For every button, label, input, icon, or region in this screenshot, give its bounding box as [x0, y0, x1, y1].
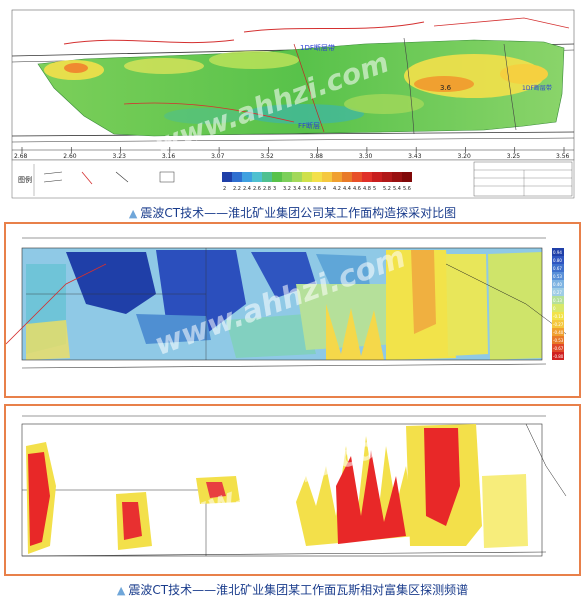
fault-label-upper: 1DF断层带 — [300, 43, 335, 52]
color-bar-label: -0.13 — [553, 314, 564, 319]
scale-swatch — [372, 172, 382, 182]
scale-swatch — [232, 172, 242, 182]
figure-ct-tomography: 0.94 0.80 0.67 0.53 0.40 0.27 0.13 0 -0.13 -0.27 -… — [4, 222, 581, 398]
scale-swatch — [352, 172, 362, 182]
scale-swatch — [292, 172, 302, 182]
scale-label: 4.4 — [343, 186, 351, 192]
scale-swatch — [242, 172, 252, 182]
axis-labels-row: 2.68 2.60 3.23 3.16 3.07 3.52 3.88 3.30 3.43 3.20… — [14, 147, 570, 160]
scale-swatch — [222, 172, 232, 182]
scale-swatch — [392, 172, 402, 182]
scale-swatch — [312, 172, 322, 182]
color-bar-label: 0.67 — [553, 266, 562, 271]
color-bar-swatch — [552, 328, 564, 336]
scale-swatch — [282, 172, 292, 182]
caption-figure-3: ▲ 震波CT技术——淮北矿业集团某工作面瓦斯相对富集区探测频谱 — [116, 583, 469, 597]
scale-label: 5 — [373, 186, 376, 192]
scale-label: 2 — [223, 186, 226, 192]
scale-label: 5.2 — [383, 186, 391, 192]
triangle-icon: ▲ — [128, 207, 138, 220]
color-bar-label: 0.13 — [553, 298, 562, 303]
color-bar-label: 0.80 — [553, 258, 562, 263]
color-bar-swatch — [552, 304, 564, 312]
fault-label-lower: FF断层 — [298, 121, 320, 130]
scale-label: 3 — [273, 186, 276, 192]
axis-label: 3.30 — [359, 153, 373, 160]
axis-label: 2.60 — [63, 153, 77, 160]
color-bar-label: -0.53 — [553, 338, 564, 343]
color-bar-swatch — [552, 312, 564, 320]
color-bar-swatch — [552, 352, 564, 360]
axis-label: 3.20 — [457, 153, 471, 160]
scale-swatch — [322, 172, 332, 182]
gas-spectrum-svg — [6, 406, 579, 574]
scale-label: 2.8 — [263, 186, 271, 192]
caption-figure-1: ▲ 震波CT技术——淮北矿业集团公司某工作面构造探采对比图 — [128, 206, 457, 220]
scale-swatch — [332, 172, 342, 182]
axis-label: 3.88 — [310, 153, 324, 160]
color-bar-swatch — [552, 256, 564, 264]
figure-structure-map: 1DF断层带 FF断层 3.6 1DF断层带 2.68 2.60 3.23 3.16 3… — [4, 4, 581, 200]
axis-label: 3.43 — [408, 153, 422, 160]
structure-map-svg: 1DF断层带 FF断层 3.6 1DF断层带 2.68 2.60 3.23 3.16 3… — [11, 9, 575, 199]
scale-label: 3.2 — [283, 186, 291, 192]
ct-tomography-svg: 0.94 0.80 0.67 0.53 0.40 0.27 0.13 0 -0.13 -0.27 -… — [5, 224, 579, 396]
color-bar-label: 0.53 — [553, 274, 562, 279]
color-bar-swatch — [552, 320, 564, 328]
color-bar-swatch — [552, 248, 564, 256]
scale-swatch — [252, 172, 262, 182]
ct-color-bar: 0.94 0.80 0.67 0.53 0.40 0.27 0.13 0 -0.13 -0.27 -… — [552, 248, 564, 360]
scale-swatch — [342, 172, 352, 182]
legend-title: 图例 — [18, 175, 32, 184]
scale-label: 2.4 — [243, 186, 251, 192]
fault-label-right: 3.6 — [440, 84, 452, 92]
scale-label: 5.6 — [403, 186, 411, 192]
scale-label: 4.2 — [333, 186, 341, 192]
axis-label: 3.07 — [211, 153, 225, 160]
scale-label: 2.2 — [233, 186, 241, 192]
color-bar-swatch — [552, 280, 564, 288]
scale-swatch — [382, 172, 392, 182]
figure-gas-spectrum — [4, 404, 581, 576]
axis-label: 3.52 — [260, 153, 274, 160]
axis-label: 3.56 — [556, 153, 570, 160]
axis-label: 3.25 — [507, 153, 521, 160]
scale-swatch — [302, 172, 312, 182]
color-bar-swatch — [552, 272, 564, 280]
scale-label: 4.8 — [363, 186, 371, 192]
axis-label: 3.23 — [113, 153, 127, 160]
scale-label: 3.6 — [303, 186, 311, 192]
axis-label: 2.68 — [14, 153, 28, 160]
axis-label: 3.16 — [162, 153, 176, 160]
color-scale: 2 2.2 2.4 2.6 2.8 3 3.2 3.4 3.6 3.8 4 4.2 4.4 4.6 4.8 5… — [222, 172, 412, 192]
scale-label: 3.4 — [293, 186, 301, 192]
color-bar-swatch — [552, 288, 564, 296]
color-bar-label: 0.40 — [553, 282, 562, 287]
scale-label: 4 — [323, 186, 326, 192]
scale-swatch — [362, 172, 372, 182]
color-bar-swatch — [552, 296, 564, 304]
fault-label-far-right: 1DF断层带 — [522, 84, 552, 92]
color-bar-swatch — [552, 264, 564, 272]
scale-swatch — [402, 172, 412, 182]
color-bar-swatch — [552, 344, 564, 352]
scale-label: 3.8 — [313, 186, 321, 192]
color-bar-swatch — [552, 336, 564, 344]
scale-label: 4.6 — [353, 186, 361, 192]
scale-swatch — [262, 172, 272, 182]
color-bar-label: -0.27 — [553, 322, 564, 327]
color-bar-label: -0.80 — [553, 354, 564, 359]
scale-label: 2.6 — [253, 186, 261, 192]
scale-label: 5.4 — [393, 186, 401, 192]
scale-swatch — [272, 172, 282, 182]
color-bar-label: -0.67 — [553, 346, 564, 351]
triangle-icon: ▲ — [116, 584, 126, 597]
color-bar-label: -0.40 — [553, 330, 564, 335]
color-bar-label: 0.94 — [553, 250, 562, 255]
color-bar-label: 0 — [553, 306, 556, 311]
color-bar-label: 0.27 — [553, 290, 562, 295]
